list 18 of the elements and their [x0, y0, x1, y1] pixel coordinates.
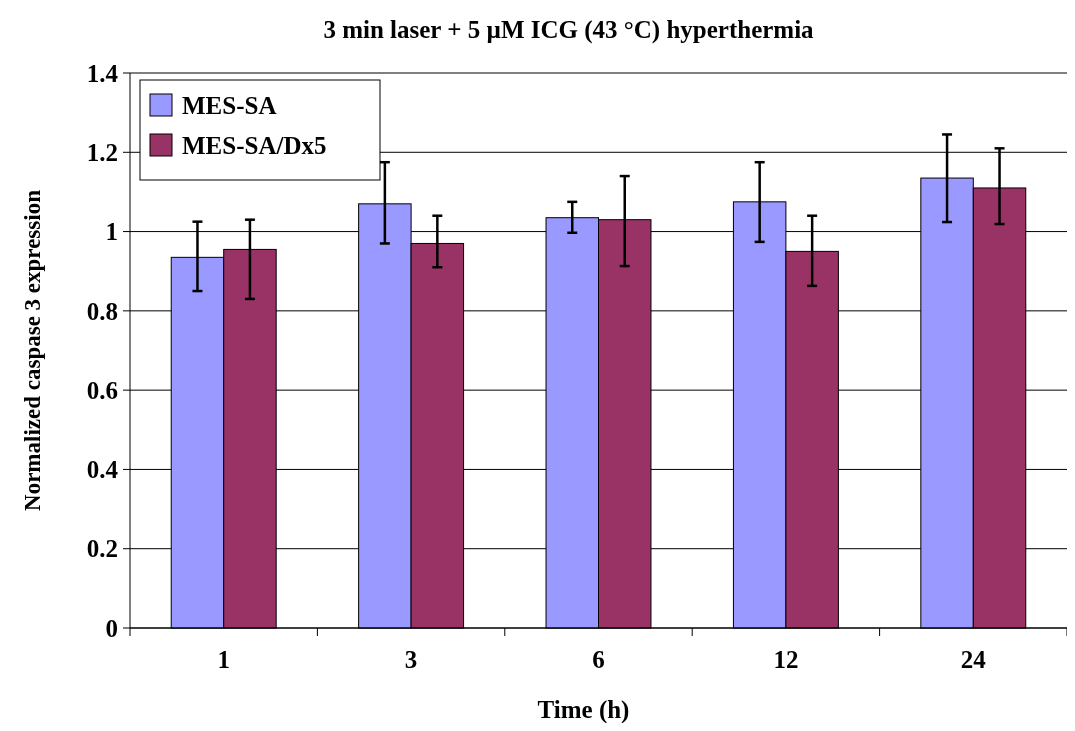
y-tick-label: 0.2 [86, 535, 118, 563]
x-tick-label: 24 [960, 646, 987, 673]
y-tick-label: 1 [105, 218, 118, 246]
y-tick-label: 1.4 [86, 59, 119, 87]
y-tick-label: 0.6 [86, 376, 118, 404]
x-tick-label: 6 [592, 646, 605, 673]
y-tick-label: 0.8 [86, 297, 118, 325]
legend-label: MES-SA [182, 91, 277, 119]
y-axis-title: Normalized caspase 3 expression [20, 189, 45, 511]
y-tick-label: 0.4 [86, 456, 119, 484]
chart-title: 3 min laser + 5 µM ICG (43 °C) hyperthermia [323, 16, 815, 44]
y-tick-label: 0 [105, 614, 118, 642]
x-tick-label: 1 [217, 646, 230, 673]
legend-label: MES-SA/Dx5 [182, 131, 327, 159]
x-tick-label: 12 [773, 646, 799, 673]
x-axis-title: Time (h) [537, 696, 630, 724]
y-tick-label: 1.2 [86, 139, 118, 167]
x-tick-label: 3 [404, 646, 418, 673]
